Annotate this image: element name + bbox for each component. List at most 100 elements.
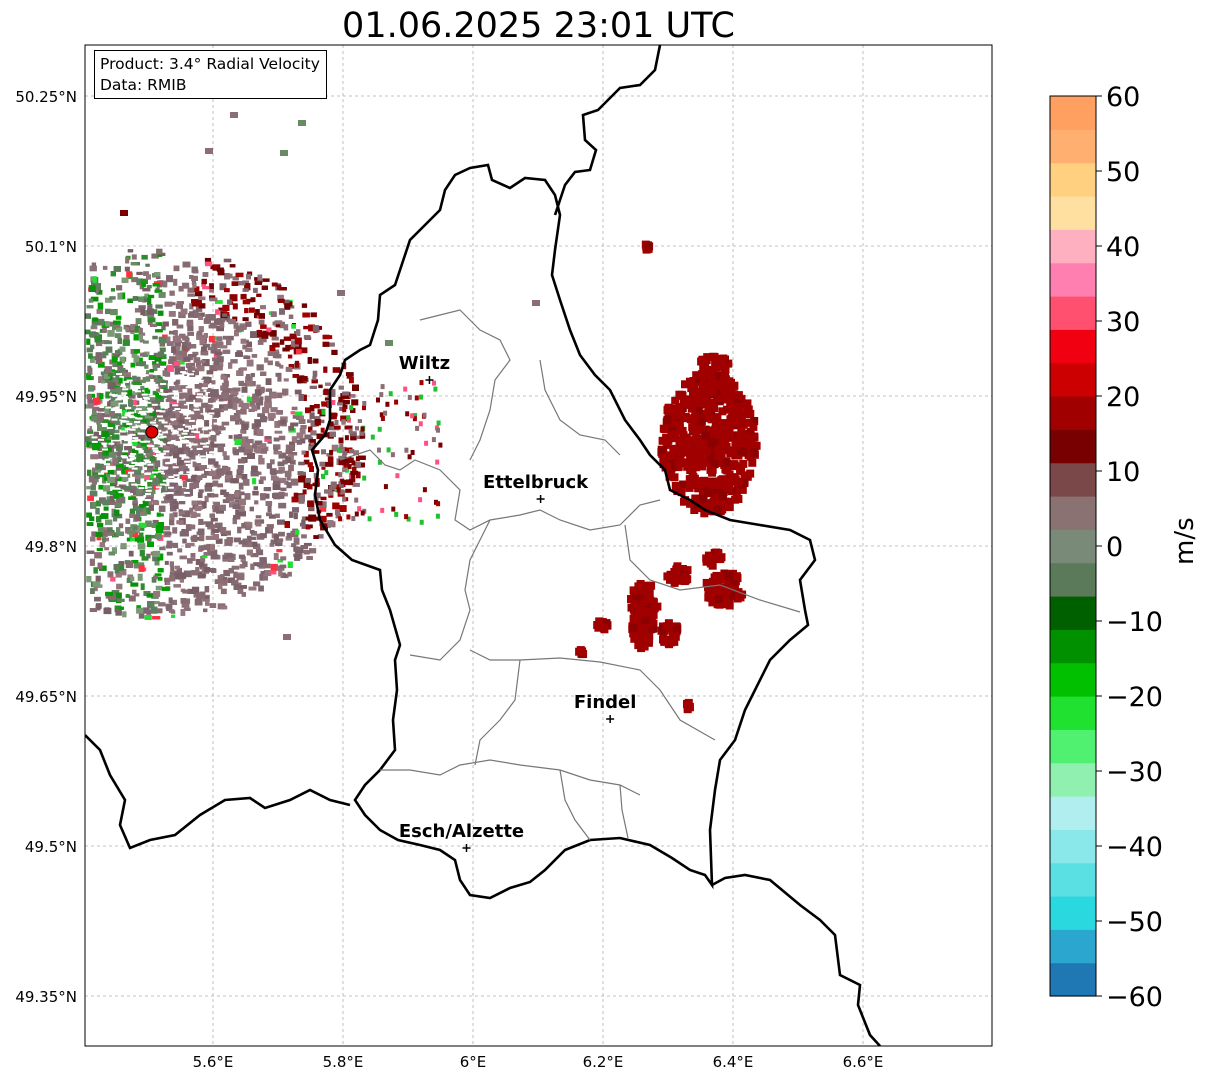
echo-pixel — [219, 322, 225, 328]
echo-gap — [216, 453, 223, 456]
echo-pixel — [314, 419, 321, 426]
echo-pixel — [102, 450, 111, 456]
echo-pixel — [750, 448, 759, 457]
echo-pixel — [108, 451, 117, 458]
echo-pixel — [113, 266, 121, 272]
echo-pixel — [91, 531, 98, 537]
echo-pixel — [261, 332, 269, 339]
echo-pixel — [128, 418, 136, 423]
echo-pixel — [160, 439, 168, 443]
echo-pixel — [175, 447, 183, 455]
echo-gap — [141, 484, 148, 486]
echo-pixel — [265, 378, 272, 385]
echo-pixel — [728, 406, 737, 415]
echo-pixel — [147, 317, 156, 323]
echo-pixel — [227, 388, 233, 394]
echo-pixel — [189, 404, 194, 408]
echo-pixel — [663, 463, 672, 472]
echo-gap — [155, 429, 162, 432]
echo-pixel — [215, 538, 223, 544]
echo-gap — [146, 407, 153, 410]
echo-pixel — [630, 600, 639, 609]
echo-pixel — [96, 435, 102, 442]
echo-pixel — [200, 556, 206, 563]
echo-pixel — [730, 390, 739, 399]
echo-pixel — [173, 380, 179, 385]
echo-gap — [146, 444, 153, 447]
echo-pixel — [300, 376, 308, 382]
echo-pixel — [197, 528, 205, 536]
echo-pixel — [158, 382, 163, 389]
echo-pixel — [725, 428, 734, 437]
echo-pixel — [157, 252, 163, 257]
echo-pixel — [278, 435, 286, 441]
echo-pixel — [277, 375, 282, 382]
echo-gap — [185, 464, 192, 466]
echo-pixel — [223, 492, 229, 497]
echo-pixel — [187, 366, 193, 373]
echo-pixel — [270, 407, 278, 413]
echo-pixel — [321, 449, 326, 455]
echo-gap — [184, 417, 191, 420]
echo-pixel — [138, 332, 146, 336]
echo-pixel — [340, 415, 348, 422]
echo-pixel — [307, 357, 312, 364]
echo-gap — [126, 423, 133, 425]
echo-gap — [157, 415, 163, 418]
echo-pixel — [161, 498, 168, 504]
echo-pixel — [249, 530, 255, 534]
echo-pixel — [205, 521, 214, 527]
echo-gap — [135, 408, 142, 411]
echo-pixel — [170, 483, 176, 488]
echo-pixel — [704, 407, 713, 416]
echo-pixel — [307, 462, 313, 468]
echo-pixel — [725, 503, 734, 512]
echo-pixel — [238, 382, 247, 386]
echo-pixel — [234, 329, 239, 337]
echo-pixel — [190, 553, 196, 558]
echo-pixel — [308, 507, 315, 512]
echo-gap — [121, 437, 127, 440]
echo-pixel — [303, 459, 310, 465]
echo-pixel — [286, 482, 292, 489]
echo-pixel — [296, 432, 304, 439]
echo-pixel — [89, 608, 97, 612]
echo-pixel — [174, 489, 181, 495]
echo-pixel — [739, 459, 748, 468]
echo-pixel — [152, 335, 158, 340]
echo-pixel — [117, 531, 124, 536]
echo-gap — [106, 427, 113, 429]
echo-pixel — [89, 332, 98, 338]
echo-pixel — [92, 406, 100, 411]
echo-gap — [109, 474, 116, 477]
echo-pixel — [202, 272, 209, 277]
echo-pixel — [713, 600, 722, 609]
echo-pixel — [239, 326, 244, 332]
echo-pixel — [275, 372, 282, 377]
echo-pixel — [147, 436, 153, 442]
echo-pixel — [241, 592, 246, 597]
echo-pixel — [289, 333, 297, 340]
echo-pixel — [100, 415, 106, 422]
echo-pixel — [685, 475, 694, 484]
echo-gap — [201, 387, 208, 390]
echo-pixel — [723, 585, 732, 594]
echo-pixel — [689, 427, 698, 436]
echo-pixel — [190, 557, 196, 561]
echo-pixel — [293, 492, 298, 499]
echo-pixel — [294, 389, 302, 395]
echo-pixel — [662, 433, 671, 442]
echo-pixel — [348, 479, 353, 486]
echo-pixel — [736, 447, 745, 456]
echo-pixel — [89, 444, 95, 448]
echo-pixel — [182, 538, 187, 544]
echo-pixel — [707, 439, 716, 447]
echo-gap — [134, 390, 141, 393]
echo-pixel — [193, 463, 202, 467]
echo-pixel — [278, 491, 285, 497]
echo-pixel — [172, 319, 179, 326]
echo-pixel — [143, 340, 149, 344]
echo-pixel — [342, 453, 347, 458]
echo-pixel — [154, 357, 162, 362]
echo-pixel — [307, 500, 315, 507]
